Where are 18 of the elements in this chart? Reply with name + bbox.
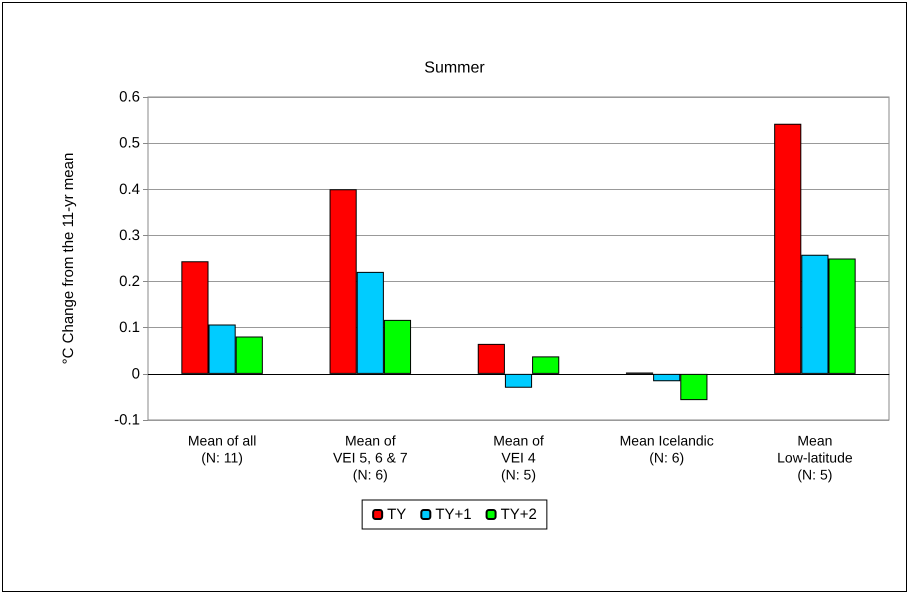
y-tick-label: 0 (132, 365, 140, 382)
x-tick-label: Mean of all (N: 11) (188, 432, 256, 466)
legend-label: TY+2 (500, 506, 537, 523)
legend-label: TY (387, 506, 406, 523)
chart-title: Summer (424, 60, 486, 76)
y-tick-label: 0.5 (119, 134, 140, 152)
y-tick-label: 0.1 (119, 319, 140, 336)
x-tick-label: Mean Icelandic (N: 6) (620, 432, 714, 466)
x-tick-label: Mean of VEI 5, 6 & 7 (N: 6) (332, 432, 408, 482)
y-tick-label: -0.1 (114, 412, 140, 428)
y-tick-label: 0.2 (119, 273, 140, 290)
y-tick-label: 0.4 (119, 180, 140, 198)
x-tick-label: Mean of VEI 4 (N: 5) (493, 432, 544, 482)
legend-label: TY+1 (435, 506, 472, 523)
y-axis-title: °C Change from the 11-yr mean (60, 152, 77, 364)
y-tick-label: 0.6 (119, 88, 140, 106)
x-tick-label: Mean Low-latitude (N: 5) (777, 432, 853, 482)
y-tick-label: 0.3 (119, 226, 140, 244)
